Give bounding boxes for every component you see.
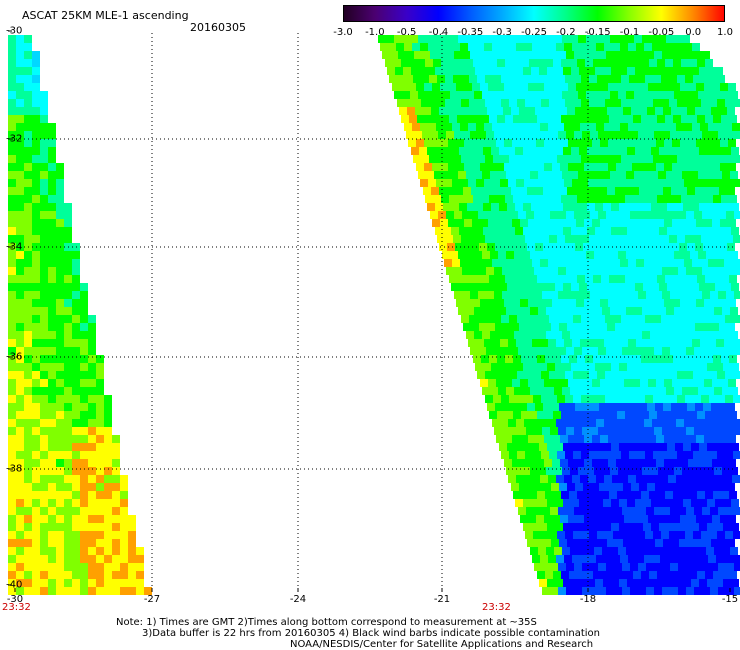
lat-tick-label: -40: [6, 579, 23, 591]
pass-time-right: 23:32: [482, 602, 511, 613]
lat-tick-label: -36: [6, 351, 23, 363]
lon-tick-label: -21: [433, 594, 451, 605]
color-scale-tick-label: -0.5: [396, 27, 417, 38]
color-scale-tick-label: -0.25: [521, 27, 547, 38]
lat-tick-label: -30: [6, 25, 23, 37]
color-scale-gradient: [343, 5, 725, 22]
color-scale-bar: [343, 5, 725, 22]
color-scale-tick-label: -0.1: [619, 27, 640, 38]
product-date: 20160305: [190, 21, 246, 34]
swath-left: [8, 35, 152, 595]
note-line-1: Note: 1) Times are GMT 2)Times along bot…: [116, 617, 537, 628]
lat-tick-label: -38: [6, 463, 23, 475]
color-scale-tick-label: -1.0: [365, 27, 385, 38]
lat-tick-label: -32: [6, 133, 23, 145]
color-scale-tick-label: 1.0: [717, 27, 733, 38]
swath-right: [378, 35, 740, 595]
color-scale-tick-label: 0.0: [685, 27, 702, 38]
lon-tick-label: -27: [143, 594, 161, 605]
lon-tick-label: -24: [289, 594, 307, 605]
lat-tick-label: -34: [6, 241, 23, 253]
color-scale-tick-label: -0.35: [457, 27, 484, 38]
color-scale-tick-label: -0.05: [648, 27, 675, 38]
color-scale-tick-label: -0.15: [584, 27, 611, 38]
color-scale-tick-label: -0.4: [428, 27, 449, 38]
color-scale-tick-label: -0.2: [556, 27, 576, 38]
pass-time-left: 23:32: [2, 602, 31, 613]
lon-tick-label: -30: [6, 594, 24, 605]
product-title: ASCAT 25KM MLE-1 ascending: [22, 9, 189, 22]
lon-tick-label: -18: [579, 594, 597, 605]
lon-tick-label: -15: [721, 594, 739, 605]
note-line-3: NOAA/NESDIS/Center for Satellite Applica…: [290, 639, 594, 650]
note-line-2: 3)Data buffer is 22 hrs from 20160305 4)…: [142, 628, 600, 639]
color-scale-tick-label: -3.0: [333, 27, 353, 38]
color-scale-tick-label: -0.3: [492, 27, 512, 38]
